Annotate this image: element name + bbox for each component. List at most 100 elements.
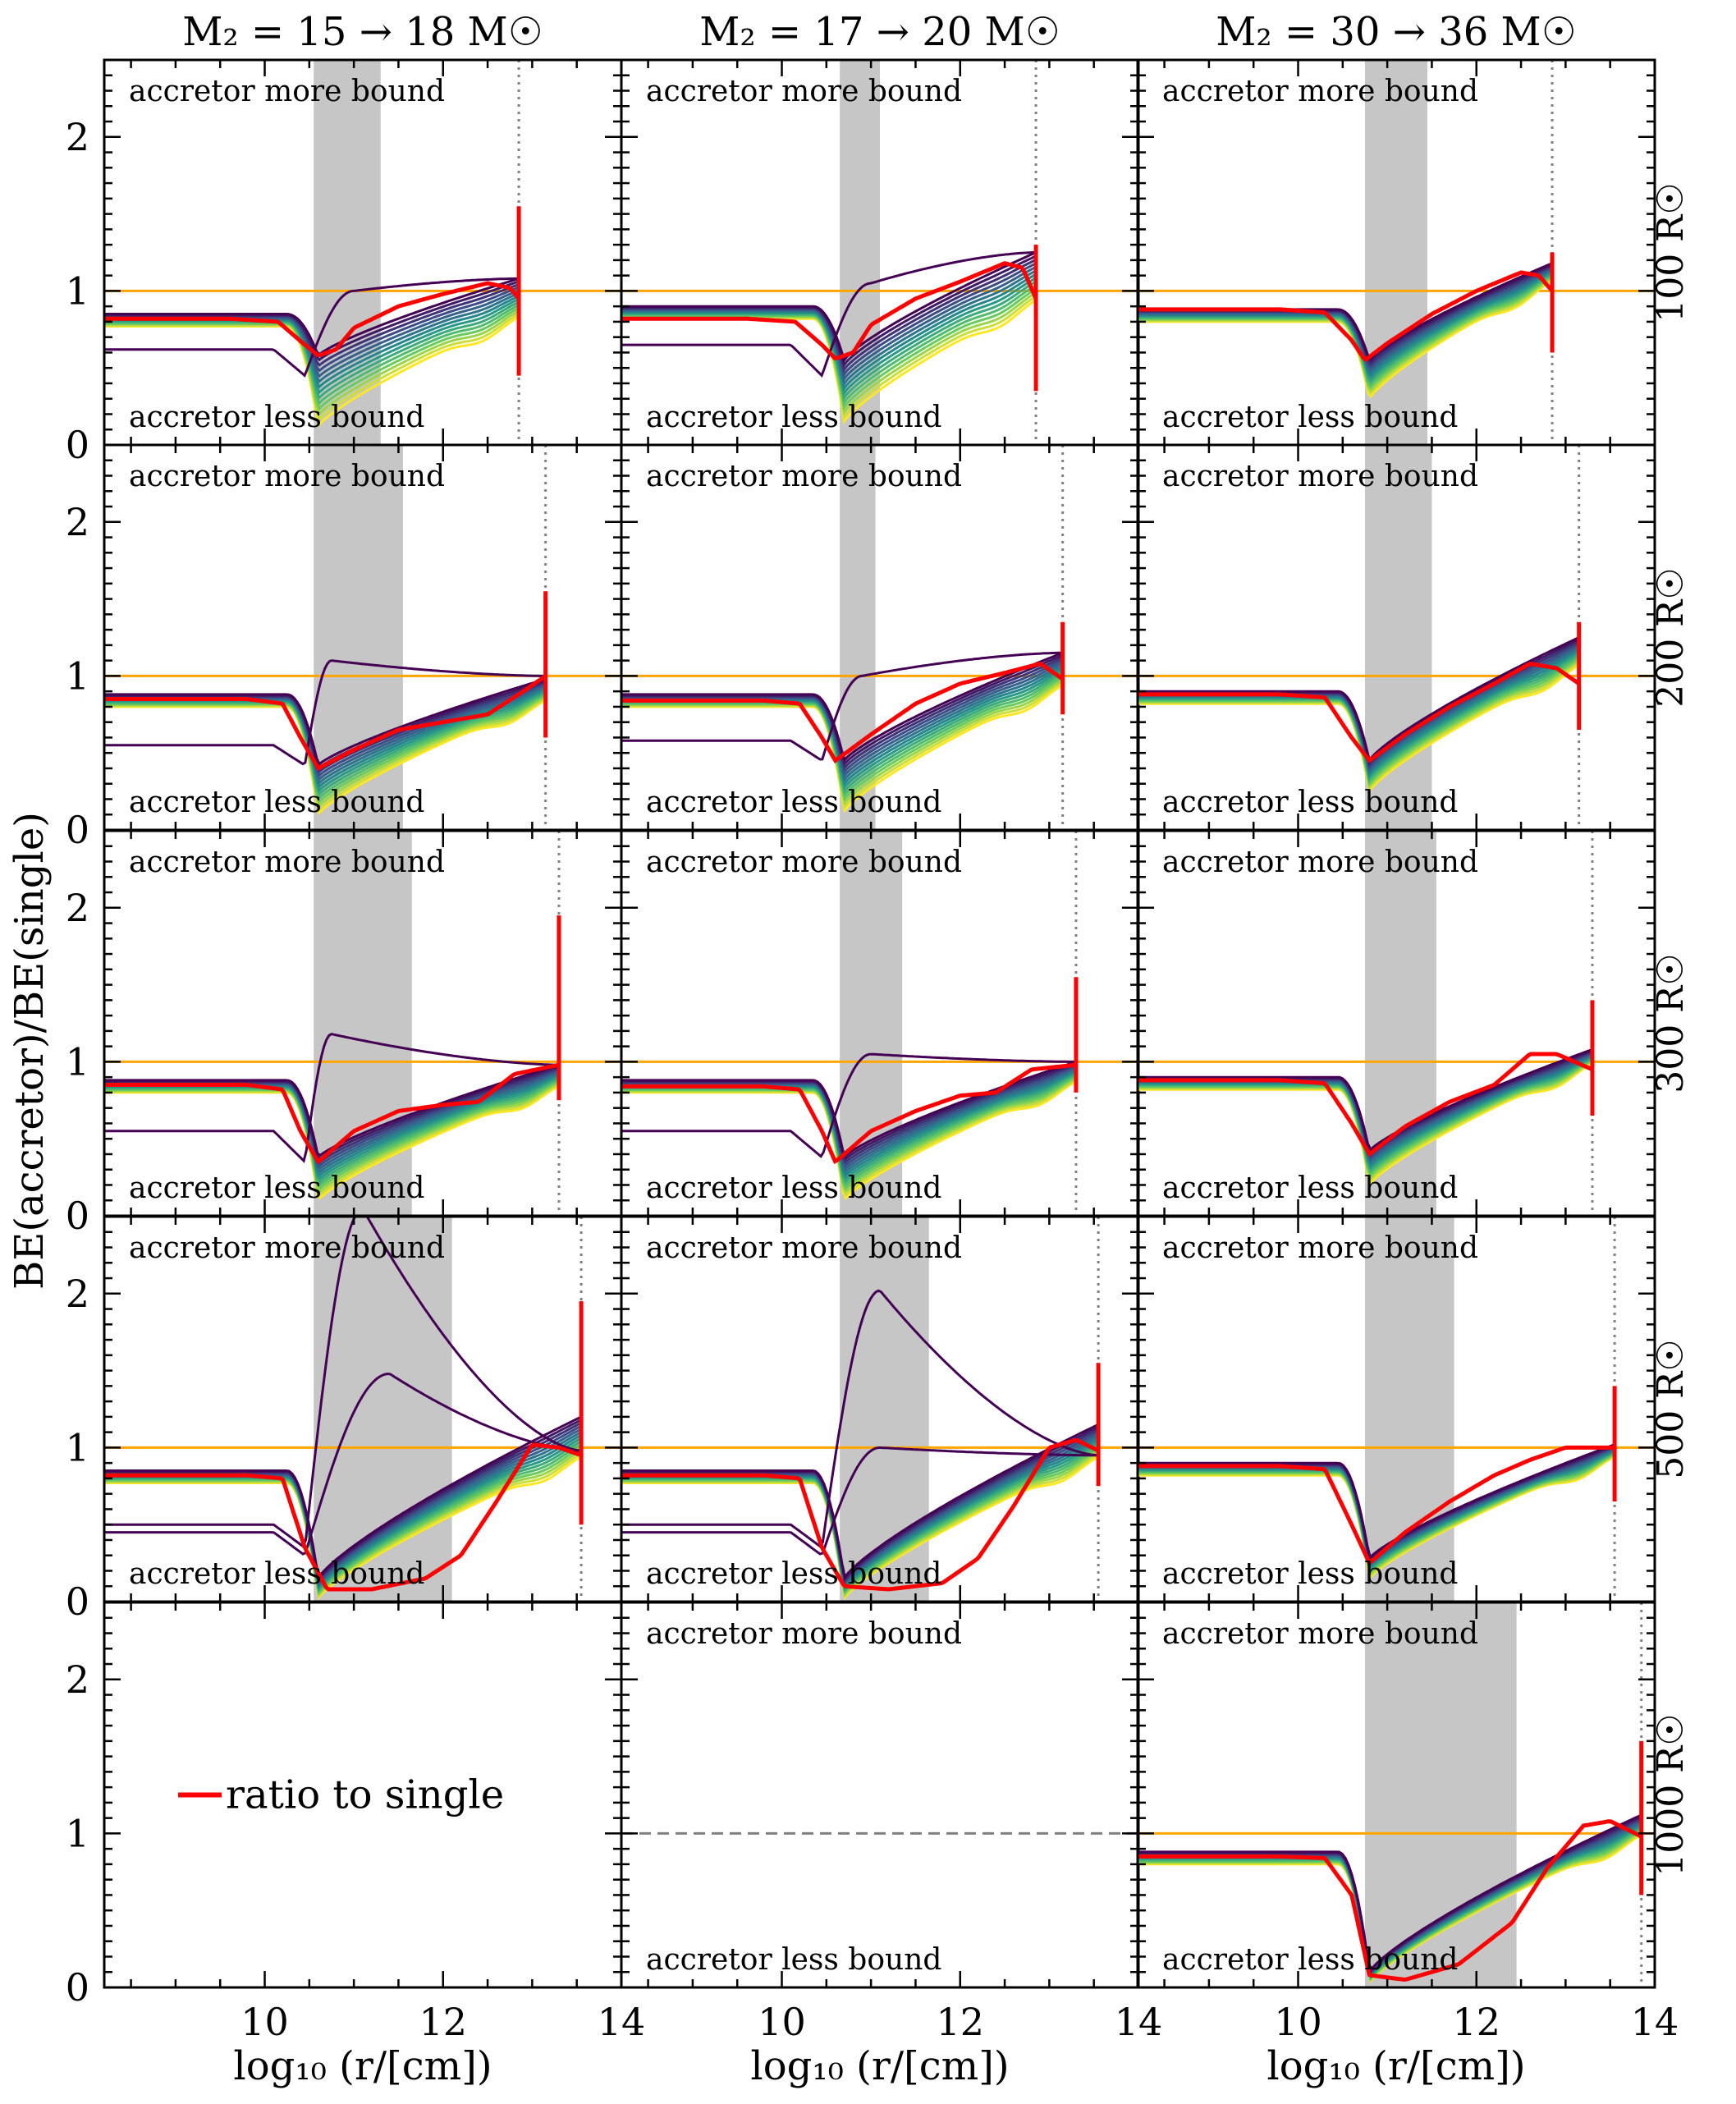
outlier-curve	[621, 651, 1063, 761]
panel-r4-c1: accretor more bound accretor less bound 10…	[620, 1601, 1163, 2089]
model-curve	[104, 677, 547, 767]
legend-label: ratio to single	[226, 1772, 504, 1818]
annotation-more-bound: accretor more bound	[1162, 1231, 1478, 1265]
outlier-curve	[104, 277, 520, 378]
annotation-less-bound: accretor less bound	[1162, 786, 1458, 819]
x-tick-label: 12	[1452, 2000, 1500, 2044]
x-axis-label: log₁₀ (r/[cm])	[233, 2043, 492, 2089]
annotation-more-bound: accretor more bound	[1162, 460, 1478, 493]
y-tick-label: 0	[66, 808, 89, 852]
model-curve	[104, 277, 520, 356]
panel-r0-c0: accretor more bound accretor less bound 0 1…	[66, 58, 623, 467]
panel-r1-c0: accretor more bound accretor less bound 0 1…	[66, 443, 623, 852]
panel-r0-c2: accretor more bound accretor less bound	[1136, 58, 1656, 447]
y-tick-label: 2	[66, 1272, 89, 1316]
y-tick-label: 1	[66, 1811, 89, 1855]
y-tick-label: 1	[66, 653, 89, 698]
ratio-line	[1138, 661, 1581, 763]
annotation-more-bound: accretor more bound	[129, 75, 445, 108]
annotation-more-bound: accretor more bound	[646, 846, 962, 879]
model-curve	[1138, 1047, 1593, 1152]
y-tick-label: 1	[66, 268, 89, 313]
annotation-more-bound: accretor more bound	[129, 1231, 445, 1265]
x-tick-label: 10	[758, 2000, 806, 2044]
outlier-curve	[621, 251, 1037, 378]
annotation-less-bound: accretor less bound	[646, 786, 941, 819]
annotation-less-bound: accretor less bound	[1162, 1557, 1458, 1591]
column-title: M₂ = 17 → 20 M☉	[699, 9, 1060, 55]
annotation-less-bound: accretor less bound	[646, 1943, 941, 1977]
panel-r1-c2: accretor more bound accretor less bound	[1136, 443, 1656, 832]
outlier-curve	[104, 1372, 582, 1556]
ratio-line	[1138, 1445, 1615, 1565]
y-tick-label: 0	[66, 1965, 89, 2010]
panel-r3-c1: accretor more bound accretor less bound	[620, 1215, 1140, 1603]
x-tick-label: 12	[419, 2000, 467, 2044]
outlier-curve	[104, 1033, 560, 1164]
panel-r4-c2: accretor more bound accretor less bound 10…	[1136, 1601, 1679, 2089]
panel-r2-c1: accretor more bound accretor less bound	[620, 829, 1140, 1217]
model-curve	[1138, 644, 1580, 772]
outlier-curve	[621, 1446, 1099, 1556]
y-tick-label: 0	[66, 1194, 89, 1238]
annotation-less-bound: accretor less bound	[129, 1557, 424, 1591]
ratio-line	[621, 1062, 1077, 1165]
y-tick-label: 2	[66, 886, 89, 930]
annotation-more-bound: accretor more bound	[1162, 846, 1478, 879]
y-tick-label: 2	[66, 500, 89, 544]
outlier-curve	[104, 1217, 582, 1549]
annotation-more-bound: accretor more bound	[1162, 1617, 1478, 1651]
annotation-less-bound: accretor less bound	[646, 1171, 941, 1205]
outlier-curve	[621, 1052, 1076, 1158]
ratio-line	[104, 281, 521, 358]
panel-frame	[1136, 1601, 1656, 1989]
column-title: M₂ = 30 → 36 M☉	[1216, 9, 1576, 55]
x-tick-label: 10	[240, 2000, 289, 2044]
annotation-less-bound: accretor less bound	[1162, 401, 1458, 434]
panel-r0-c1: accretor more bound accretor less bound	[620, 58, 1140, 447]
x-tick-label: 10	[1274, 2000, 1322, 2044]
row-label: 1000 R☉	[1650, 1713, 1692, 1877]
x-tick-label: 14	[1631, 2000, 1679, 2044]
y-tick-label: 2	[66, 1657, 89, 1702]
model-curve	[621, 1423, 1099, 1580]
y-tick-label: 0	[66, 1579, 89, 1624]
y-tick-label: 2	[66, 115, 89, 159]
annotation-more-bound: accretor more bound	[646, 1231, 962, 1265]
panel-r3-c0: accretor more bound accretor less bound 0 1…	[66, 1215, 623, 1624]
annotation-more-bound: accretor more bound	[129, 846, 445, 879]
y-tick-label: 1	[66, 1425, 89, 1469]
panel-r2-c2: accretor more bound accretor less bound	[1136, 829, 1656, 1217]
y-tick-label: 0	[66, 423, 89, 467]
ratio-line	[621, 1437, 1100, 1592]
annotation-less-bound: accretor less bound	[1162, 1943, 1458, 1977]
y-tick-label: 1	[66, 1039, 89, 1084]
annotation-less-bound: accretor less bound	[129, 1171, 424, 1205]
ratio-line	[1138, 1052, 1593, 1157]
model-curve	[621, 651, 1064, 763]
model-curve	[104, 1415, 582, 1580]
row-label: 500 R☉	[1650, 1339, 1692, 1479]
annotation-less-bound: accretor less bound	[129, 401, 424, 434]
y-axis-label: BE(accretor)/BE(single)	[7, 812, 53, 1290]
model-curve	[1138, 1443, 1615, 1561]
row-label: 300 R☉	[1650, 953, 1692, 1093]
ratio-line	[104, 674, 547, 772]
annotation-less-bound: accretor less bound	[646, 401, 941, 434]
ratio-line	[104, 1442, 582, 1592]
outlier-curve	[104, 659, 546, 766]
ratio-line	[104, 1062, 560, 1165]
annotation-more-bound: accretor more bound	[646, 1617, 962, 1651]
x-tick-label: 12	[936, 2000, 984, 2044]
row-label: 100 R☉	[1650, 182, 1692, 323]
model-curve	[621, 251, 1037, 363]
row-label: 200 R☉	[1650, 567, 1692, 708]
ratio-line	[621, 261, 1038, 360]
x-tick-label: 14	[1115, 2000, 1163, 2044]
panel-r3-c2: accretor more bound accretor less bound	[1136, 1215, 1656, 1603]
panel-frame	[620, 1601, 1140, 1989]
ratio-line	[1138, 270, 1554, 363]
annotation-less-bound: accretor less bound	[1162, 1171, 1458, 1205]
